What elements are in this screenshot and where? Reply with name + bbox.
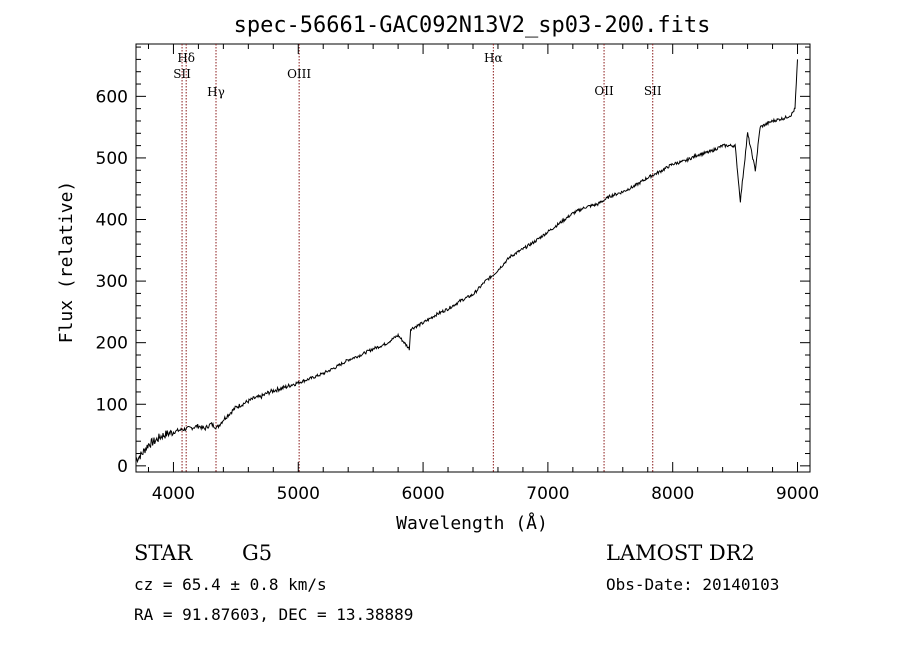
y-tick-label: 100 (96, 395, 128, 415)
ra-dec: RA = 91.87603, DEC = 13.38889 (134, 605, 413, 624)
line-marker-label: Hγ (207, 85, 225, 99)
line-marker-label: SII (644, 84, 662, 98)
y-tick-label: 600 (96, 87, 128, 107)
x-tick-label: 4000 (152, 484, 195, 504)
spectrum-line (135, 59, 798, 464)
line-marker-label: OIII (287, 67, 311, 81)
y-tick-label: 200 (96, 334, 128, 354)
x-tick-label: 7000 (526, 484, 569, 504)
axis-tick-labels: 4000 5000 6000 7000 8000 9000 0 100 200 300 400 500… (96, 87, 820, 504)
y-tick-label: 300 (96, 272, 128, 292)
y-axis-label: Flux (relative) (56, 181, 77, 344)
line-marker-label: Hα (484, 51, 503, 65)
axis-ticks (136, 44, 810, 472)
x-tick-label: 6000 (401, 484, 444, 504)
line-marker-label: OII (594, 84, 614, 98)
chart-title: spec-56661-GAC092N13V2_sp03-200.fits (234, 13, 711, 38)
x-axis-label: Wavelength (Å) (396, 512, 548, 534)
survey-label: LAMOST DR2 (606, 541, 755, 565)
line-marker-label: Hδ (177, 51, 195, 65)
y-tick-label: 500 (96, 149, 128, 169)
y-tick-label: 400 (96, 211, 128, 231)
y-tick-label: 0 (117, 457, 128, 477)
x-tick-label: 9000 (776, 484, 819, 504)
redshift-cz: cz = 65.4 ± 0.8 km/s (134, 575, 327, 594)
line-marker-label: SII (173, 67, 191, 81)
line-markers: Hδ SII Hγ OIII Hα OII SII (173, 44, 662, 472)
obs-date: Obs-Date: 20140103 (606, 575, 779, 594)
x-tick-label: 5000 (277, 484, 320, 504)
object-subclass: G5 (242, 541, 272, 565)
object-class: STAR (134, 541, 193, 565)
x-tick-label: 8000 (651, 484, 694, 504)
